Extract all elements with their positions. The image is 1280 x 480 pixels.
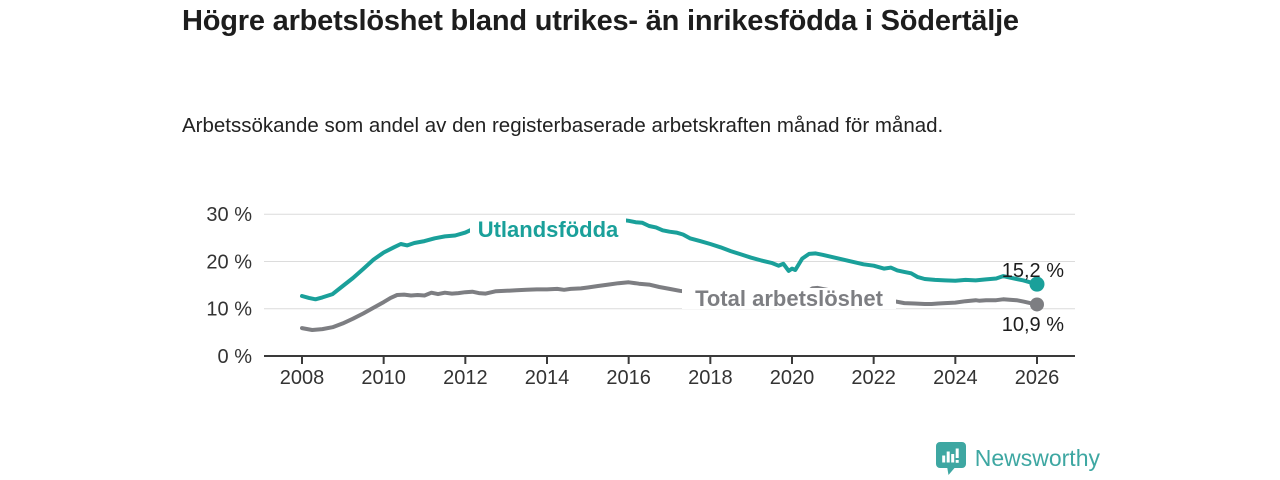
y-tick-label: 10 %: [206, 299, 252, 321]
chart-title: Högre arbetslöshet bland utrikes- än inr…: [182, 5, 1019, 37]
end-value-label-utlandsfodda: 15,2 %: [1002, 260, 1064, 282]
end-value-label-total: 10,9 %: [1002, 314, 1064, 336]
series-line-0: [300, 217, 1039, 302]
series-label-total: Total arbetslöshet: [695, 286, 884, 311]
series-label-utlandsfodda: Utlandsfödda: [478, 217, 619, 242]
series-label-halo: [470, 216, 626, 242]
series-endpoint-dot-total: [1029, 297, 1044, 312]
x-tick-label: 2016: [606, 367, 651, 389]
chart-subtitle: Arbetssökande som andel av den registerb…: [182, 114, 944, 137]
series-endpoint-dot-utlandsfodda: [1029, 276, 1045, 292]
x-tick-label: 2020: [770, 367, 815, 389]
x-tick-label: 2008: [280, 367, 325, 389]
logo-bars: [941, 448, 959, 463]
series-line-1: [300, 280, 1039, 332]
x-tick-label: 2014: [525, 367, 570, 389]
series-lines: [300, 217, 1039, 332]
series-label-halo: [682, 288, 896, 309]
x-tick-label: 2022: [851, 367, 896, 389]
brand-name: Newsworthy: [974, 445, 1100, 471]
y-tick-label: 0 %: [218, 346, 253, 368]
newsworthy-branding: Newsworthy: [935, 442, 1100, 475]
x-tick-label: 2012: [443, 367, 488, 389]
x-axis-ticks: 2008 2010 2012 2014 2016 2018 2020 2022 2024 2026: [280, 357, 1059, 389]
x-tick-label: 2010: [361, 367, 406, 389]
y-tick-label: 30 %: [206, 204, 252, 226]
x-tick-label: 2026: [1015, 367, 1060, 389]
y-axis-tick-labels: 0 % 10 % 20 % 30 %: [206, 204, 252, 368]
x-tick-label: 2024: [933, 367, 978, 389]
y-tick-label: 20 %: [206, 251, 252, 273]
gridlines: [264, 213, 1075, 310]
x-tick-label: 2018: [688, 367, 733, 389]
newsworthy-logo-icon: [935, 442, 966, 475]
